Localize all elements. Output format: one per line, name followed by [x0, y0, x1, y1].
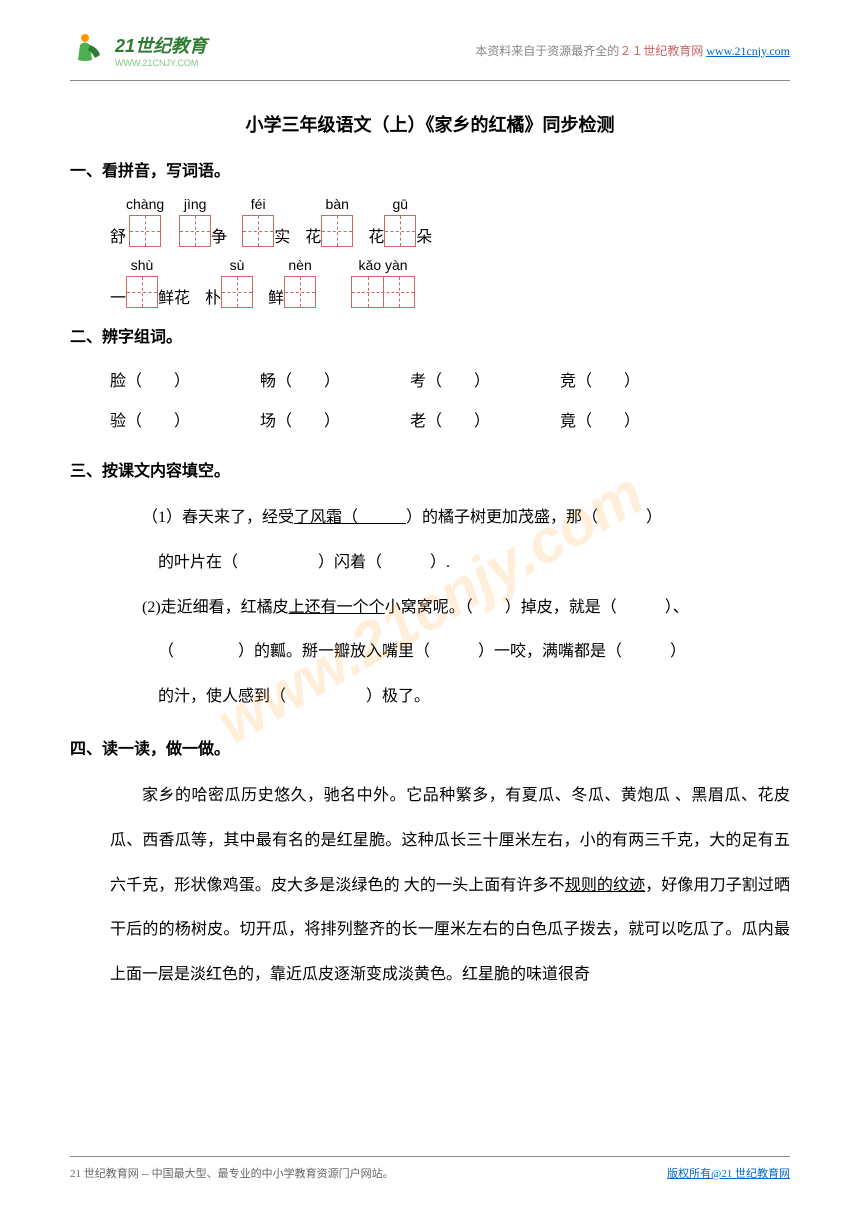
char-box: [179, 215, 211, 247]
footer-left: 21 世纪教育网 -- 中国最大型、最专业的中小学教育资源门户网站。: [70, 1165, 394, 1181]
footer-copyright[interactable]: 版权所有@21 世纪教育网: [667, 1168, 790, 1180]
section3-title: 三、按课文内容填空。: [70, 457, 790, 481]
pair-item: 竞（ ）: [560, 362, 640, 402]
suffix-char: 争: [211, 223, 227, 247]
logo-icon: [70, 30, 110, 70]
pinyin-item: 一 shù 鲜花: [110, 257, 190, 308]
double-char-box: [351, 276, 415, 308]
pinyin-label: bàn: [326, 196, 349, 212]
header-link[interactable]: www.21cnjy.com: [706, 44, 790, 58]
pinyin-label: chàng: [126, 196, 164, 212]
page-header: 21世纪教育 WWW.21CNJY.COM 本资料来自于资源最齐全的２１世纪教育…: [70, 30, 790, 70]
fill-blank-2c: 的汁，使人感到（ ）极了。: [110, 675, 790, 720]
suffix-char: 实: [274, 223, 290, 247]
char-box: [126, 276, 158, 308]
prefix-char: 一: [110, 284, 126, 308]
pinyin-row-1: 舒 chàng jìng 争 féi 实 花 bàn 花 gū 朵: [110, 196, 790, 247]
prefix-char: 花: [368, 223, 384, 247]
pair-row: 脸（ ） 畅（ ） 考（ ） 竞（ ）: [110, 362, 790, 402]
pair-item: 考（ ）: [410, 362, 490, 402]
logo-url: WWW.21CNJY.COM: [115, 58, 207, 68]
footer-divider: [70, 1156, 790, 1157]
pinyin-item: 舒 chàng: [110, 196, 164, 247]
logo-title: 21世纪教育: [115, 32, 207, 58]
char-box: [321, 215, 353, 247]
pinyin-label: jìng: [184, 196, 207, 212]
pinyin-label: nèn: [288, 257, 311, 273]
header-text: 本资料来自于资源最齐全的: [475, 44, 619, 58]
suffix-char: 朵: [416, 223, 432, 247]
pinyin-label: shù: [131, 257, 154, 273]
fill-blank-2b: （ ）的瓤。掰一瓣放入嘴里（ ）一咬，满嘴都是（ ）: [110, 630, 790, 675]
pair-item: 脸（ ）: [110, 362, 190, 402]
footer-right: 版权所有@21 世纪教育网: [667, 1165, 790, 1181]
char-box: [284, 276, 316, 308]
pair-item: 畅（ ）: [260, 362, 340, 402]
fill-blank-1b: 的叶片在（ ）闪着（ ）.: [110, 541, 790, 586]
pinyin-section: 舒 chàng jìng 争 féi 实 花 bàn 花 gū 朵 一 shù …: [70, 196, 790, 308]
pinyin-item: kǎo yàn: [351, 257, 415, 308]
prefix-char: 舒: [110, 223, 126, 247]
pair-item: 验（ ）: [110, 402, 190, 442]
section4-title: 四、读一读，做一做。: [70, 735, 790, 759]
pinyin-item: 鲜 nèn: [268, 257, 316, 308]
header-colored: ２１世纪教育网: [619, 44, 703, 58]
fill-blank-2: (2)走近细看，红橘皮上还有一个个小窝窝呢。（ ）掉皮，就是（ ）、: [110, 586, 790, 631]
char-box: [129, 215, 161, 247]
pinyin-item: jìng 争: [179, 196, 227, 247]
prefix-char: 鲜: [268, 284, 284, 308]
char-box: [384, 215, 416, 247]
page-title: 小学三年级语文（上）《家乡的红橘》同步检测: [70, 111, 790, 137]
pinyin-label: gū: [392, 196, 408, 212]
header-divider: [70, 80, 790, 81]
pair-row: 验（ ） 场（ ） 老（ ） 竟（ ）: [110, 402, 790, 442]
section1-title: 一、看拼音，写词语。: [70, 157, 790, 181]
prefix-char: 朴: [205, 284, 221, 308]
suffix-char: 鲜花: [158, 284, 190, 308]
prefix-char: 花: [305, 223, 321, 247]
pinyin-row-2: 一 shù 鲜花 朴 sù 鲜 nèn kǎo yàn: [110, 257, 790, 308]
header-source: 本资料来自于资源最齐全的２１世纪教育网 www.21cnjy.com: [475, 42, 790, 59]
page-footer: 21 世纪教育网 -- 中国最大型、最专业的中小学教育资源门户网站。 版权所有@…: [70, 1156, 790, 1181]
section3-content: （1）春天来了，经受了风霜（ ）的橘子树更加茂盛，那（ ） 的叶片在（ ）闪着（…: [70, 496, 790, 720]
pinyin-item: féi 实: [242, 196, 290, 247]
section2-title: 二、辨字组词。: [70, 323, 790, 347]
pinyin-label: kǎo yàn: [359, 257, 408, 273]
pinyin-label: sù: [230, 257, 245, 273]
fill-blank-1: （1）春天来了，经受了风霜（ ）的橘子树更加茂盛，那（ ）: [110, 496, 790, 541]
char-box: [221, 276, 253, 308]
logo: 21世纪教育 WWW.21CNJY.COM: [70, 30, 207, 70]
pair-item: 老（ ）: [410, 402, 490, 442]
pinyin-item: 花 gū 朵: [368, 196, 432, 247]
pinyin-item: 花 bàn: [305, 196, 353, 247]
pinyin-label: féi: [251, 196, 266, 212]
section4-passage: 家乡的哈密瓜历史悠久，驰名中外。它品种繁多，有夏瓜、冬瓜、黄炮瓜 、黑眉瓜、花皮…: [70, 774, 790, 998]
pair-item: 竟（ ）: [560, 402, 640, 442]
pair-item: 场（ ）: [260, 402, 340, 442]
passage-text: 家乡的哈密瓜历史悠久，驰名中外。它品种繁多，有夏瓜、冬瓜、黄炮瓜 、黑眉瓜、花皮…: [110, 774, 790, 998]
word-pairs: 脸（ ） 畅（ ） 考（ ） 竞（ ） 验（ ） 场（ ） 老（ ） 竟（ ）: [70, 362, 790, 442]
char-box: [242, 215, 274, 247]
pinyin-item: 朴 sù: [205, 257, 253, 308]
